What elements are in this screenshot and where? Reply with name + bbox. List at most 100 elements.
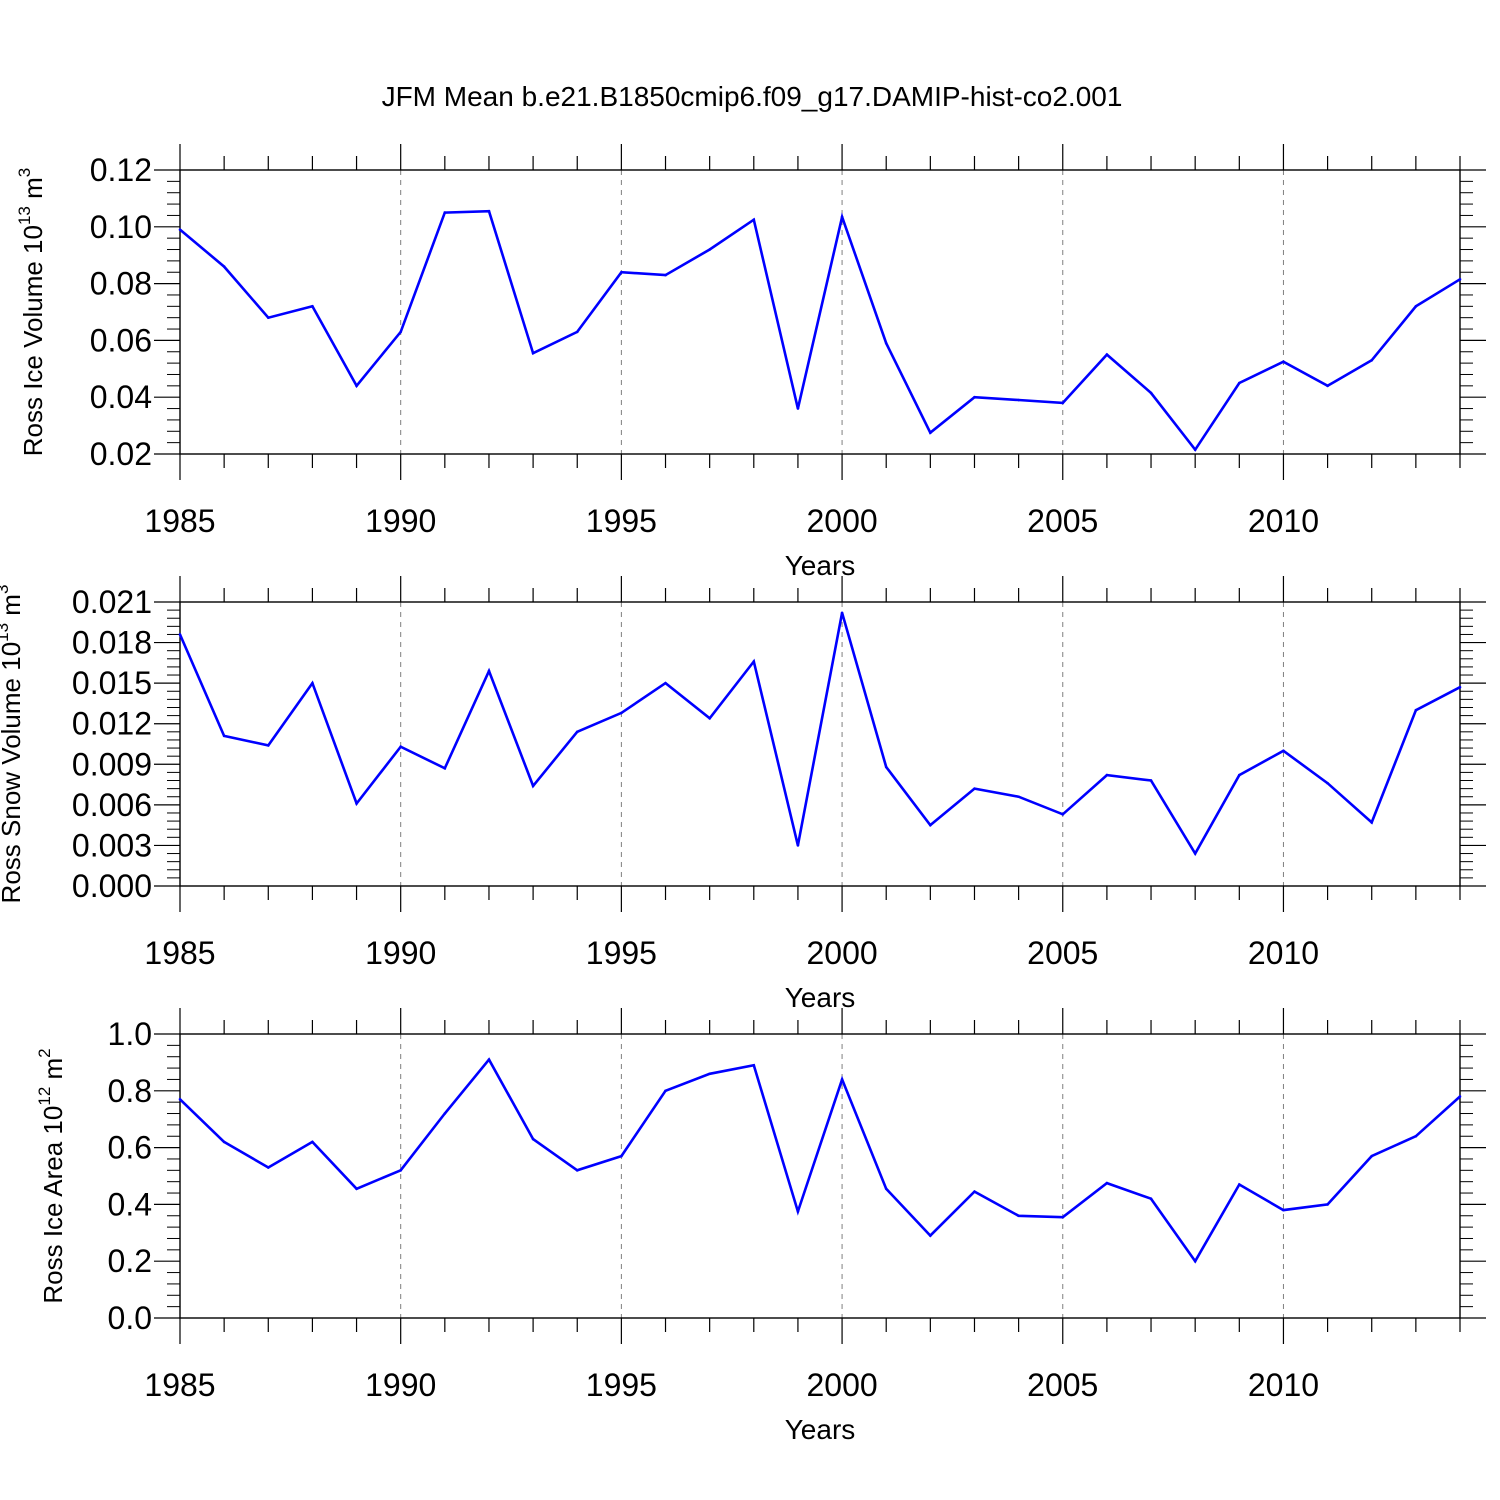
data-point <box>664 681 667 685</box>
data-point <box>1017 1214 1020 1218</box>
y-tick-label: 0.8 <box>108 1073 152 1109</box>
data-point <box>973 787 976 790</box>
data-point <box>311 1140 314 1144</box>
y-tick-label: 0.021 <box>72 584 152 620</box>
data-point <box>266 744 270 747</box>
data-point <box>531 1137 535 1141</box>
x-tick-label: 2005 <box>1027 503 1098 539</box>
y-tick-label: 0.10 <box>90 209 152 245</box>
data-point <box>840 215 844 219</box>
x-tick-label: 1990 <box>365 1367 436 1403</box>
data-point <box>531 784 535 788</box>
data-point <box>1458 685 1462 689</box>
data-point <box>443 211 447 214</box>
data-point <box>355 802 358 805</box>
data-point <box>840 611 844 615</box>
data-point <box>487 1058 491 1061</box>
x-tick-label: 1985 <box>144 503 215 539</box>
plot-frame <box>179 169 1461 455</box>
y-tick-label: 0.0 <box>108 1300 152 1336</box>
data-point <box>620 1154 623 1158</box>
data-point <box>575 1169 579 1172</box>
data-point <box>1238 773 1241 777</box>
data-point <box>1193 852 1197 855</box>
data-point <box>840 1078 844 1081</box>
data-point <box>1414 305 1418 308</box>
data-point <box>664 273 667 277</box>
x-axis-label: Years <box>785 1414 856 1445</box>
data-point <box>531 351 535 355</box>
data-point <box>708 248 711 251</box>
data-point <box>222 734 226 738</box>
x-tick-label: 2010 <box>1248 503 1319 539</box>
data-point <box>1105 353 1109 356</box>
data-point <box>973 1190 976 1193</box>
x-tick-label: 2010 <box>1248 1367 1319 1403</box>
data-point <box>752 660 756 663</box>
data-point <box>929 431 932 435</box>
panel-1: 0.02 0.04 0.06 0.08 0.10 0.12 1985 1990 1995 2000… <box>15 144 1486 581</box>
y-tick-label: 0.12 <box>90 152 152 188</box>
data-point <box>1282 1208 1285 1212</box>
data-point <box>311 305 314 308</box>
data-point <box>620 711 623 715</box>
data-point <box>1061 813 1065 816</box>
data-point <box>664 1089 667 1093</box>
data-point <box>1282 749 1285 753</box>
data-point <box>1326 384 1329 388</box>
series-line <box>179 1057 1461 1264</box>
data-point <box>708 717 711 720</box>
data-point <box>1238 1183 1241 1186</box>
data-point <box>399 330 402 334</box>
data-point <box>443 1112 447 1115</box>
y-tick-label: 0.04 <box>90 379 152 415</box>
data-point <box>575 330 579 334</box>
data-point <box>1017 795 1020 799</box>
data-point <box>620 270 623 274</box>
data-point <box>1149 1197 1153 1201</box>
x-tick-label: 1995 <box>586 503 657 539</box>
data-point <box>1061 1215 1065 1219</box>
data-point <box>487 209 491 213</box>
y-tick-label: 0.000 <box>72 868 152 904</box>
y-tick-label: 0.08 <box>90 266 152 302</box>
data-point <box>222 265 226 268</box>
data-point <box>973 395 976 399</box>
data-point <box>1370 821 1374 824</box>
data-point <box>178 1098 182 1101</box>
data-point <box>1370 1154 1374 1158</box>
x-tick-label: 2000 <box>806 935 877 971</box>
data-point <box>178 633 182 636</box>
x-axis-label: Years <box>785 550 856 581</box>
data-point <box>1061 401 1065 405</box>
y-axis-label: Ross Ice Area 1012 m2 <box>35 1048 68 1303</box>
data-point <box>1193 448 1197 452</box>
x-tick-label: 1990 <box>365 503 436 539</box>
y-tick-label: 0.2 <box>108 1243 152 1279</box>
x-axis-label: Years <box>785 982 856 1013</box>
data-point <box>884 1187 888 1191</box>
data-point <box>752 1063 756 1067</box>
y-tick-label: 0.003 <box>72 827 152 863</box>
y-tick-label: 0.06 <box>90 322 152 358</box>
data-point <box>575 730 579 734</box>
data-point <box>1017 398 1020 402</box>
data-point <box>443 767 447 770</box>
y-tick-label: 0.4 <box>108 1186 152 1222</box>
data-point <box>399 1169 402 1172</box>
data-point <box>1105 773 1109 777</box>
data-point <box>708 1072 711 1076</box>
y-tick-label: 1.0 <box>108 1016 152 1052</box>
x-tick-label: 1990 <box>365 935 436 971</box>
data-point <box>929 823 932 827</box>
x-tick-label: 2005 <box>1027 935 1098 971</box>
x-tick-label: 2000 <box>806 1367 877 1403</box>
data-point <box>1105 1181 1109 1185</box>
y-tick-label: 0.015 <box>72 665 152 701</box>
x-tick-label: 1985 <box>144 935 215 971</box>
data-point <box>796 407 800 410</box>
data-point <box>266 1166 270 1169</box>
data-point <box>796 1210 800 1213</box>
panel-2: 0.000 0.003 0.006 0.009 0.012 0.015 0.018 0.021… <box>0 576 1486 1013</box>
